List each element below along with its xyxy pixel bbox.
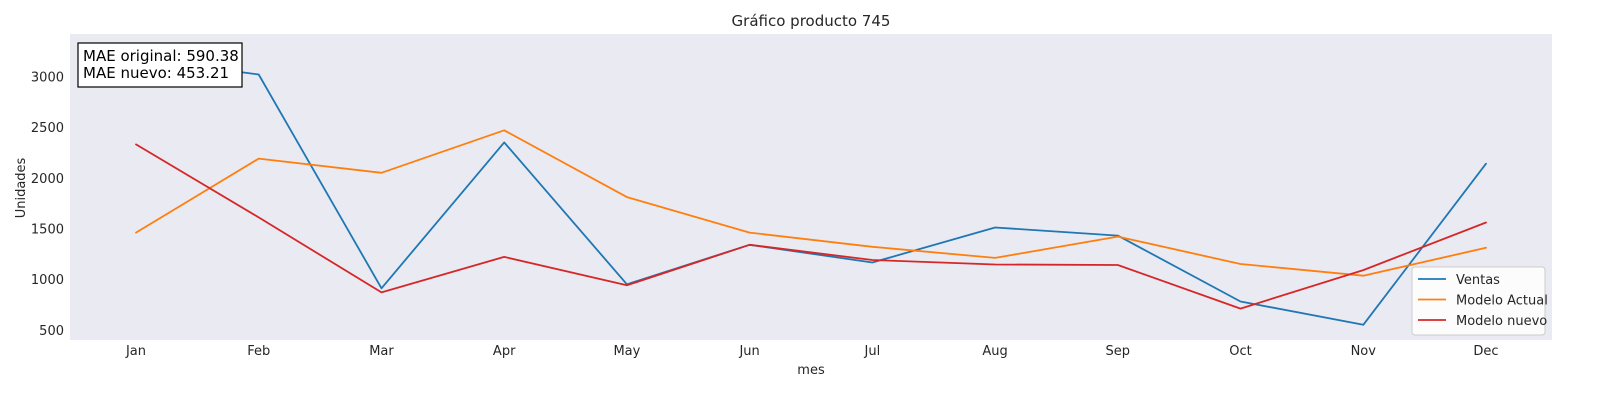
- annotation-line-2: MAE nuevo: 453.21: [83, 64, 229, 82]
- legend-box: [1411, 266, 1546, 336]
- y-tick-label: 2000: [31, 172, 64, 187]
- plot-area: [70, 34, 1552, 340]
- annotation-box: [77, 42, 243, 88]
- series-lines: [135, 57, 1487, 326]
- annotation-line-1: MAE original: 590.38: [83, 47, 239, 65]
- y-tick-label: 500: [39, 324, 64, 339]
- x-tick-label: Sep: [1106, 344, 1131, 359]
- y-axis-label: Unidades: [14, 157, 29, 218]
- x-tick-label: Jan: [125, 344, 146, 359]
- y-tick-label: 3000: [31, 71, 64, 86]
- y-tick-label: 1000: [31, 273, 64, 288]
- y-tick-label: 1500: [31, 223, 64, 238]
- legend-label: Ventas: [1456, 273, 1500, 288]
- legend-label: Modelo nuevo: [1456, 314, 1547, 329]
- legend: Ventas Modelo Actual Modelo nuevo: [1411, 266, 1548, 336]
- series-line-modelo-actual: [135, 129, 1487, 277]
- x-tick-label: May: [613, 344, 640, 359]
- x-tick-label: Aug: [982, 344, 1007, 359]
- x-ticks: Jan Feb Mar Apr May Jun Jul Aug Sep Oct Nov Dec: [125, 344, 1499, 359]
- chart-title: Gráfico producto 745: [732, 12, 891, 30]
- x-tick-label: Dec: [1473, 344, 1498, 359]
- mae-annotation: MAE original: 590.38 MAE nuevo: 453.21: [77, 42, 243, 88]
- series-line-ventas: [135, 57, 1487, 326]
- y-ticks: 500 1000 1500 2000 2500 3000: [31, 71, 64, 339]
- x-tick-label: Apr: [493, 344, 516, 359]
- x-tick-label: Oct: [1229, 344, 1251, 359]
- x-tick-label: Jun: [738, 344, 759, 359]
- series-line-modelo-nuevo: [135, 143, 1487, 310]
- y-tick-label: 2500: [31, 121, 64, 136]
- x-tick-label: Mar: [369, 344, 394, 359]
- x-tick-label: Jul: [864, 344, 881, 359]
- x-axis-label: mes: [797, 363, 825, 378]
- x-tick-label: Nov: [1351, 344, 1377, 359]
- x-tick-label: Feb: [247, 344, 270, 359]
- legend-label: Modelo Actual: [1456, 294, 1548, 309]
